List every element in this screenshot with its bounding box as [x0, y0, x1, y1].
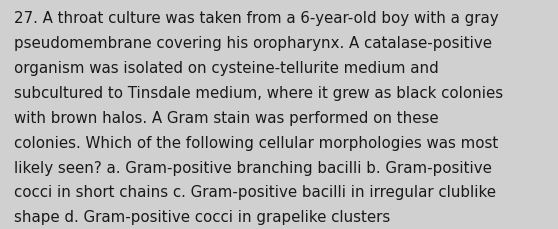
Text: colonies. Which of the following cellular morphologies was most: colonies. Which of the following cellula…: [14, 135, 498, 150]
Text: 27. A throat culture was taken from a 6-year-old boy with a gray: 27. A throat culture was taken from a 6-…: [14, 11, 499, 26]
Text: pseudomembrane covering his oropharynx. A catalase-positive: pseudomembrane covering his oropharynx. …: [14, 36, 492, 51]
Text: shape d. Gram-positive cocci in grapelike clusters: shape d. Gram-positive cocci in grapelik…: [14, 209, 390, 224]
Text: cocci in short chains c. Gram-positive bacilli in irregular clublike: cocci in short chains c. Gram-positive b…: [14, 185, 496, 199]
Text: likely seen? a. Gram-positive branching bacilli b. Gram-positive: likely seen? a. Gram-positive branching …: [14, 160, 492, 175]
Text: subcultured to Tinsdale medium, where it grew as black colonies: subcultured to Tinsdale medium, where it…: [14, 86, 503, 101]
Text: organism was isolated on cysteine-tellurite medium and: organism was isolated on cysteine-tellur…: [14, 61, 439, 76]
Text: with brown halos. A Gram stain was performed on these: with brown halos. A Gram stain was perfo…: [14, 110, 439, 125]
